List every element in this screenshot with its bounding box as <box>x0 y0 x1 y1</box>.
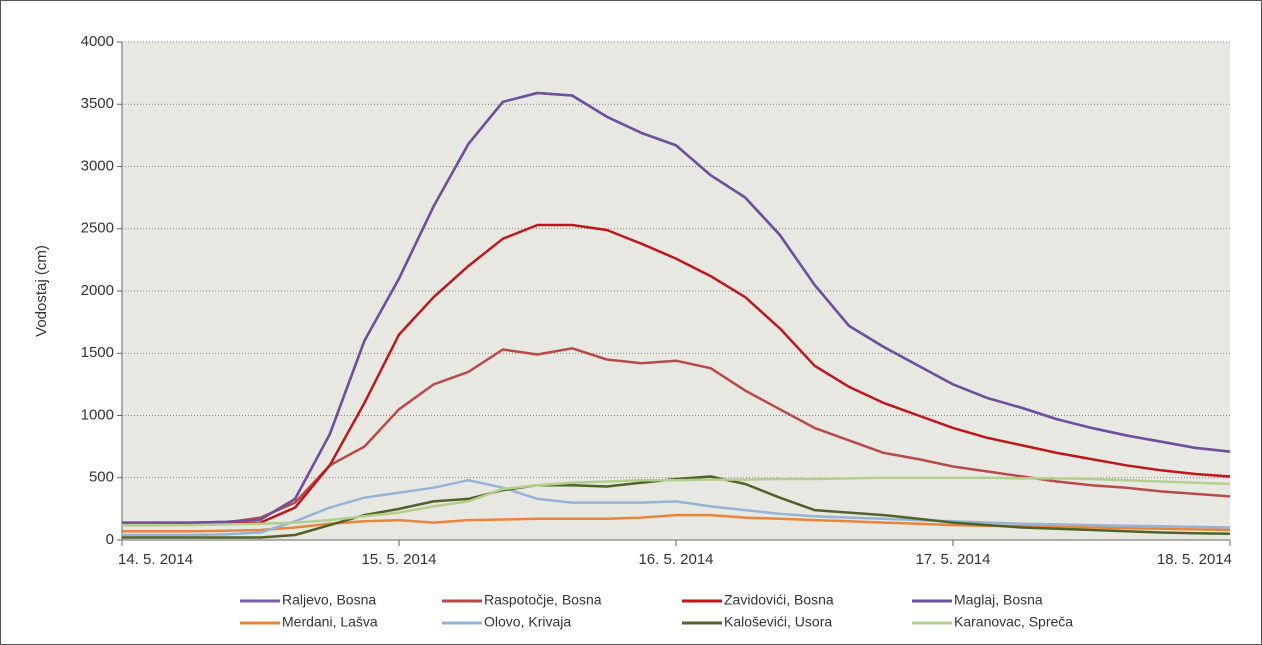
legend-label: Olovo, Krivaja <box>484 614 571 630</box>
x-tick-label: 15. 5. 2014 <box>361 551 436 568</box>
y-tick-label: 1500 <box>81 344 114 361</box>
series-line <box>122 347 1231 526</box>
x-tick-label: 17. 5. 2014 <box>915 551 990 568</box>
legend-label: Raljevo, Bosna <box>282 592 376 608</box>
y-tick-label: 4000 <box>81 33 114 50</box>
y-tick-label: 2500 <box>81 220 114 237</box>
series-line <box>122 91 1231 524</box>
legend-label: Kaloševići, Usora <box>724 614 832 630</box>
legend-label: Raspotočje, Bosna <box>484 592 602 608</box>
y-tick-label: 1000 <box>81 406 114 423</box>
y-tick-label: 3500 <box>81 95 114 112</box>
x-tick-label: 14. 5. 2014 <box>118 551 193 568</box>
x-tick-label: 16. 5. 2014 <box>638 551 713 568</box>
legend-label: Maglaj, Bosna <box>954 592 1043 608</box>
y-tick-label: 3000 <box>81 157 114 174</box>
y-tick-label: 500 <box>89 469 114 486</box>
legend-label: Karanovac, Spreča <box>954 614 1073 630</box>
x-tick-label: 18. 5. 2014 <box>1157 551 1232 568</box>
legend-label: Zavidovići, Bosna <box>724 592 834 608</box>
y-tick-label: 2000 <box>81 282 114 299</box>
legend-label: Merdani, Lašva <box>282 614 378 630</box>
y-tick-label: 0 <box>106 531 114 548</box>
series-line <box>122 476 1231 527</box>
legend: Raljevo, Bosna Raspotočje, Bosna Zavidović… <box>240 592 1073 630</box>
series-line <box>122 223 1231 527</box>
plot-area <box>122 42 1230 540</box>
series-line <box>122 513 1231 533</box>
series-line <box>122 478 1231 537</box>
y-axis-label: Vodostaj (cm) <box>33 245 50 337</box>
